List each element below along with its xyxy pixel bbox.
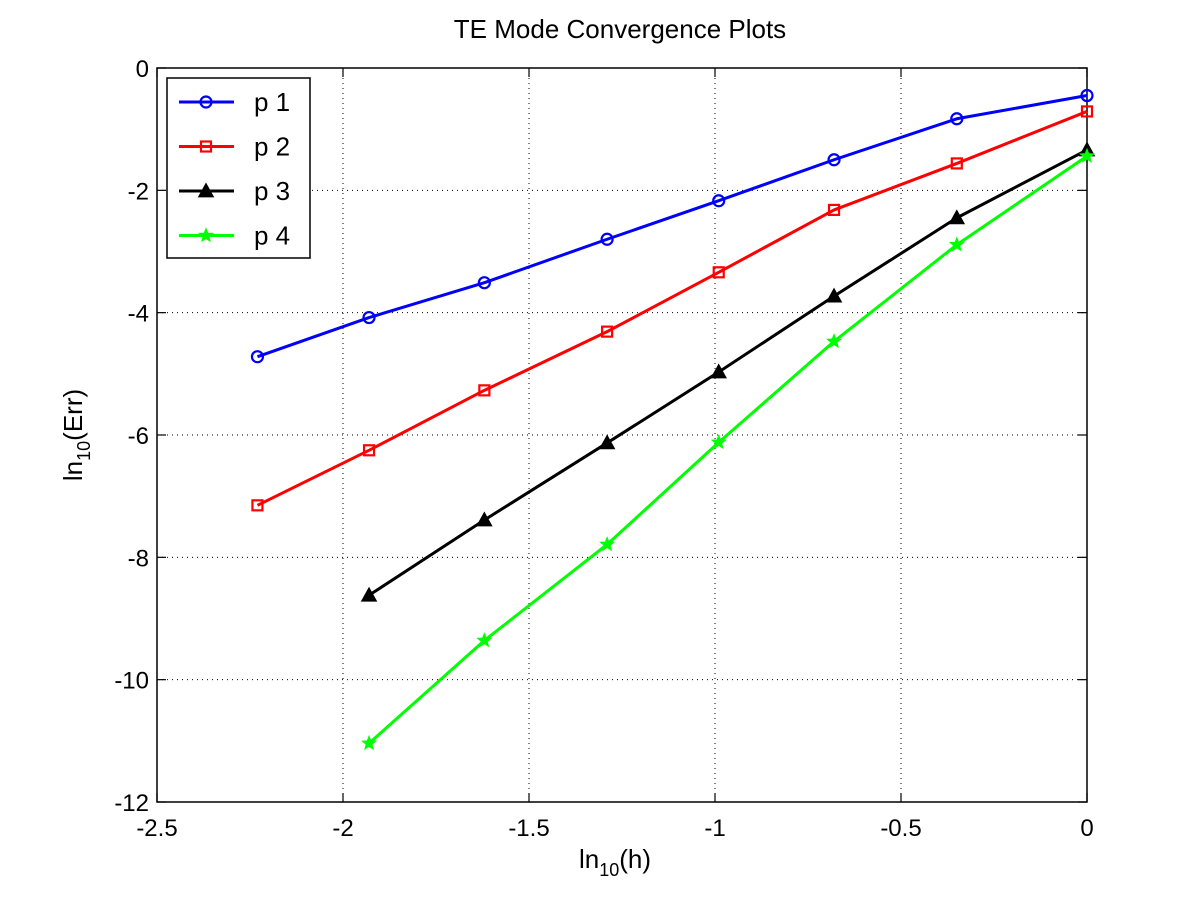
x-axis-label-subscript: 10 [599, 860, 619, 880]
x-tick-label: -1 [704, 815, 725, 842]
series-1 [250, 88, 1094, 364]
legend-item: p 1 [179, 87, 290, 117]
data-point [362, 444, 376, 457]
x-axis-label: ln10(h) [579, 844, 651, 880]
data-point [360, 586, 378, 602]
x-axis-label-rest: (h) [619, 844, 651, 874]
y-axis-label: ln10(Err) [58, 389, 94, 481]
data-point [1080, 105, 1094, 118]
y-axis-label-base: ln [58, 461, 88, 481]
data-point [948, 236, 965, 252]
x-tick-label: -1.5 [508, 815, 549, 842]
data-point [361, 734, 378, 751]
x-tick-labels: -2.5 -2 -1.5 -1 -0.5 0 [136, 815, 1093, 842]
legend-swatch-marker [197, 182, 215, 198]
data-point [250, 350, 265, 364]
data-point [477, 276, 491, 290]
data-point [598, 434, 616, 450]
x-axis-label-base: ln [579, 844, 599, 874]
legend-box [166, 77, 311, 259]
data-point [601, 325, 614, 338]
x-tick-label: -0.5 [880, 815, 921, 842]
data-point [827, 203, 841, 217]
y-tick-label: -8 [128, 545, 149, 572]
x-tick-label: -2.5 [136, 815, 177, 842]
data-point [1080, 88, 1094, 103]
series-3 [360, 141, 1096, 602]
data-point [712, 266, 725, 279]
y-axis-label-subscript: 10 [74, 441, 94, 461]
legend-swatch-marker [199, 140, 213, 153]
legend-swatch-marker [199, 95, 213, 109]
data-point [710, 363, 727, 379]
legend: p 1 p 2 p 3 p 4 [166, 77, 311, 259]
series-layer [250, 88, 1096, 751]
data-point [827, 153, 841, 167]
data-point [712, 194, 726, 208]
chart-title: TE Mode Convergence Plots [454, 14, 786, 44]
data-point [476, 632, 493, 648]
x-tick-label: -2 [332, 815, 353, 842]
data-point [476, 511, 493, 527]
data-point [948, 209, 966, 225]
data-point [710, 433, 727, 450]
series-2 [251, 105, 1094, 512]
data-point [599, 536, 616, 552]
y-tick-label: -2 [128, 178, 149, 205]
x-tick-label: 0 [1080, 815, 1093, 842]
data-point [825, 287, 843, 303]
legend-label: p 2 [254, 132, 290, 162]
y-tick-label: 0 [136, 56, 149, 83]
y-tick-label: -6 [128, 423, 149, 450]
legend-label: p 3 [254, 176, 290, 206]
legend-item: p 4 [179, 221, 290, 251]
series-line [256, 110, 1088, 507]
legend-swatch-marker [198, 227, 214, 243]
y-tick-labels: -12 -10 -8 -6 -4 -2 0 [114, 56, 149, 817]
y-tick-label: -10 [114, 668, 149, 695]
y-axis-label-rest: (Err) [58, 389, 88, 441]
data-point [950, 157, 963, 170]
data-point [826, 333, 843, 349]
data-point [1079, 147, 1095, 163]
y-tick-label: -4 [128, 301, 149, 328]
data-point [600, 232, 614, 246]
data-point [362, 310, 376, 325]
legend-item: p 3 [179, 176, 290, 206]
legend-label: p 4 [254, 221, 290, 251]
series-line [256, 94, 1088, 359]
data-point [950, 112, 964, 126]
legend-item: p 2 [179, 132, 290, 162]
plot-frame [156, 67, 1088, 803]
series-4 [361, 147, 1095, 751]
y-tick-label: -12 [114, 790, 149, 817]
data-point [251, 499, 264, 512]
legend-label: p 1 [254, 87, 290, 117]
data-point [478, 384, 491, 397]
